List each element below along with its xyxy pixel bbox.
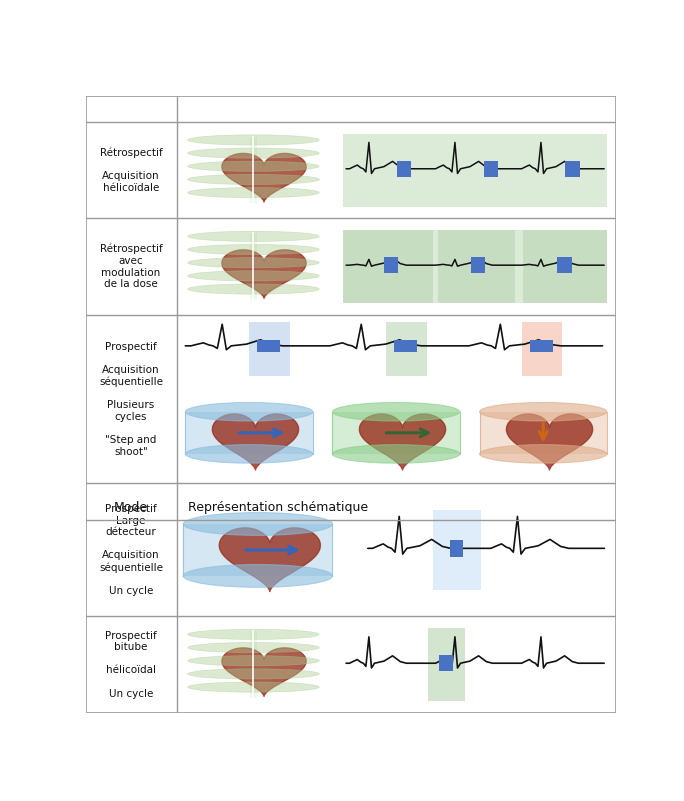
Bar <box>384 257 398 273</box>
Ellipse shape <box>187 258 319 268</box>
Polygon shape <box>222 154 306 202</box>
Bar <box>249 321 289 376</box>
Bar <box>523 230 607 304</box>
Text: Mode: Mode <box>114 501 148 513</box>
Ellipse shape <box>187 148 319 159</box>
Bar <box>256 340 280 352</box>
Bar <box>557 257 572 273</box>
Ellipse shape <box>187 682 319 692</box>
Ellipse shape <box>187 630 319 639</box>
Text: Prospectif
bitube

hélicoïdal

Un cycle: Prospectif bitube hélicoïdal Un cycle <box>105 630 157 698</box>
Ellipse shape <box>187 161 319 171</box>
Ellipse shape <box>187 187 319 198</box>
Bar <box>530 340 553 352</box>
Polygon shape <box>222 250 306 298</box>
Bar <box>439 655 453 671</box>
Bar <box>183 524 332 576</box>
Text: Représentation schématique: Représentation schématique <box>188 501 369 513</box>
Polygon shape <box>359 414 446 470</box>
Ellipse shape <box>187 244 319 255</box>
Bar <box>433 510 482 590</box>
Ellipse shape <box>187 135 319 145</box>
Ellipse shape <box>185 445 313 463</box>
Bar <box>566 161 580 177</box>
Ellipse shape <box>479 402 607 421</box>
Bar <box>394 340 417 352</box>
Ellipse shape <box>187 642 319 653</box>
Ellipse shape <box>187 231 319 241</box>
Bar <box>250 233 256 300</box>
Bar <box>438 230 514 304</box>
Bar <box>386 321 427 376</box>
Bar <box>332 412 460 454</box>
Text: Rétrospectif

Acquisition
hélicoïdale: Rétrospectif Acquisition hélicoïdale <box>100 147 163 193</box>
Ellipse shape <box>187 284 319 294</box>
Bar <box>522 321 562 376</box>
Text: Prospectif
Large
détecteur

Acquisition
séquentielle

Un cycle: Prospectif Large détecteur Acquisition s… <box>99 504 163 596</box>
Bar <box>479 412 607 454</box>
Bar <box>484 161 498 177</box>
Bar <box>450 540 463 557</box>
Ellipse shape <box>187 271 319 281</box>
Bar <box>250 631 256 698</box>
Bar <box>343 230 433 304</box>
Ellipse shape <box>187 175 319 184</box>
Polygon shape <box>220 528 320 591</box>
Bar <box>250 137 256 203</box>
Text: Rétrospectif
avec
modulation
de la dose: Rétrospectif avec modulation de la dose <box>100 244 163 289</box>
Bar <box>343 230 607 304</box>
Bar <box>185 412 313 454</box>
Ellipse shape <box>332 445 460 463</box>
Bar <box>397 161 411 177</box>
Polygon shape <box>212 414 299 470</box>
Ellipse shape <box>187 669 319 679</box>
Ellipse shape <box>479 445 607 463</box>
Bar <box>343 134 607 207</box>
Bar <box>428 628 464 702</box>
Polygon shape <box>222 648 306 696</box>
Polygon shape <box>506 414 592 470</box>
Text: Prospectif

Acquisition
séquentielle

Plusieurs
cycles

"Step and
shoot": Prospectif Acquisition séquentielle Plus… <box>99 341 163 457</box>
Ellipse shape <box>332 402 460 421</box>
Ellipse shape <box>183 565 332 587</box>
Ellipse shape <box>185 402 313 421</box>
Ellipse shape <box>187 655 319 666</box>
Ellipse shape <box>183 513 332 535</box>
Bar <box>471 257 485 273</box>
